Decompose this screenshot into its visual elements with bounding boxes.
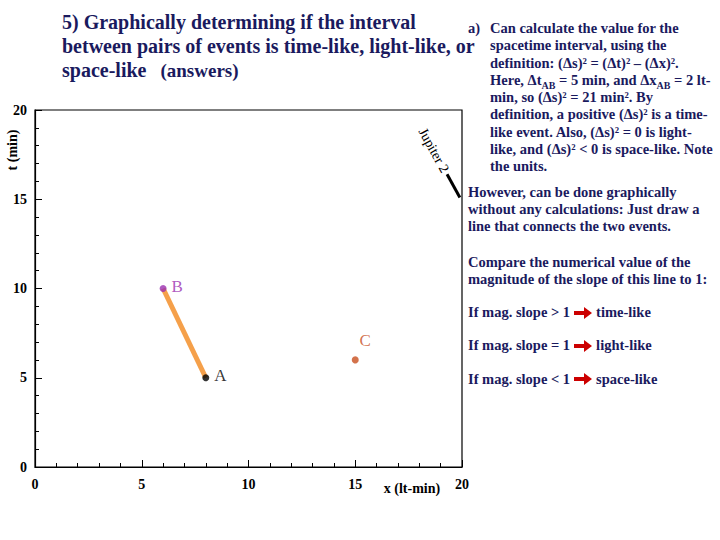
html-text:If mag. slope = 1: If mag. slope = 1 xyxy=(468,337,571,354)
svg-text:C: C xyxy=(360,331,371,350)
html-text:5) Graphically determining if: 5) Graphically determining if the interv… xyxy=(62,11,475,81)
html-text:If mag. slope > 1: If mag. slope > 1 xyxy=(468,304,571,321)
svg-text:B: B xyxy=(172,277,183,296)
html-text:Can calculate the value for th: Can calculate the value for the spacetim… xyxy=(490,20,713,175)
html-text:Compare the numerical value of: Compare the numerical value of the magni… xyxy=(468,253,708,287)
svg-text:0: 0 xyxy=(32,477,39,492)
svg-text:A: A xyxy=(214,366,227,385)
html-text:If mag. slope < 1: If mag. slope < 1 xyxy=(468,370,571,387)
svg-text:20: 20 xyxy=(13,103,27,118)
html-text:space-like: space-like xyxy=(596,370,658,387)
svg-text:20: 20 xyxy=(455,477,469,492)
svg-text:15: 15 xyxy=(13,192,27,207)
svg-text:0: 0 xyxy=(20,460,27,475)
svg-text:10: 10 xyxy=(242,477,256,492)
html-text:(answers): (answers) xyxy=(160,60,239,81)
svg-text:15: 15 xyxy=(348,477,362,492)
svg-text:x (lt-min): x (lt-min) xyxy=(384,481,441,497)
svg-text:5: 5 xyxy=(20,370,27,385)
svg-text:10: 10 xyxy=(13,281,27,296)
html-text:However, can be done graphical: However, can be done graphically without… xyxy=(468,183,700,235)
svg-text:Jupiter 2: Jupiter 2 xyxy=(416,125,453,175)
svg-text:t (min): t (min) xyxy=(5,129,21,170)
html-text:a): a) xyxy=(468,20,481,36)
html-text:light-like: light-like xyxy=(596,337,652,354)
svg-text:5: 5 xyxy=(138,477,145,492)
html-text:time-like: time-like xyxy=(596,304,651,321)
